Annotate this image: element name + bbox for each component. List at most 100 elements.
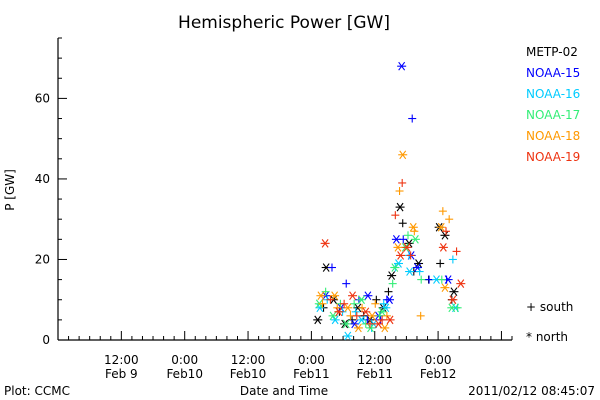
south-point-plus	[452, 247, 461, 256]
south-point-plus	[321, 287, 330, 296]
x-tick-label-date: Feb10	[230, 367, 267, 381]
north-point-star	[449, 287, 459, 297]
series-legend: METP-02 NOAA-15 NOAA-16 NOAA-17 NOAA-18 NOAA-…	[526, 45, 580, 164]
y-axis: 0 20 40 60	[35, 37, 67, 347]
north-point-star	[390, 263, 400, 272]
north-point-star	[363, 291, 373, 301]
south-point-plus	[388, 279, 397, 288]
north-point-star	[440, 283, 450, 292]
x-tick-label-time: 12:00	[231, 353, 266, 367]
north-point-star	[410, 235, 420, 244]
south-point-plus	[415, 267, 424, 276]
north-point-star	[330, 315, 340, 325]
north-point-star	[366, 323, 376, 333]
south-point-plus	[378, 315, 387, 324]
north-point-star	[440, 230, 450, 240]
south-point-plus	[382, 311, 391, 320]
south-point-plus	[350, 299, 359, 308]
chart-title: Hemispheric Power [GW]	[178, 13, 390, 33]
north-point-star	[357, 295, 367, 305]
south-point-plus	[379, 299, 388, 308]
legend-entry-noaa-18: NOAA-18	[526, 129, 580, 143]
south-point-plus	[372, 295, 381, 304]
north-point-star	[385, 315, 395, 325]
north-point-star	[397, 61, 407, 71]
y-tick-label: 0	[42, 333, 50, 347]
north-point-star	[320, 239, 330, 248]
x-tick-label-time: 12:00	[357, 353, 392, 367]
y-axis-label: P [GW]	[3, 169, 17, 211]
south-point-plus	[359, 311, 368, 320]
north-point-star	[357, 315, 367, 325]
south-point-plus	[352, 311, 361, 320]
north-point-star	[341, 319, 351, 329]
footer-timestamp: 2011/02/12 08:45:07	[468, 384, 595, 398]
south-point-plus	[436, 259, 445, 268]
plot-frame	[57, 38, 512, 341]
legend-entry-noaa-15: NOAA-15	[526, 66, 580, 80]
south-point-plus	[425, 275, 434, 284]
south-point-plus	[371, 299, 380, 308]
x-axis-label: Date and Time	[240, 384, 328, 398]
south-point-plus	[448, 255, 457, 264]
south-point-plus	[365, 319, 374, 328]
marker-legend-north: * north	[526, 330, 568, 344]
marker-legend-south: + south	[526, 300, 573, 314]
south-point-plus	[398, 178, 407, 187]
south-point-plus	[404, 231, 413, 240]
south-point-plus	[445, 215, 454, 224]
x-tick-label-time: 0:00	[171, 353, 198, 367]
north-point-star	[377, 307, 387, 317]
north-point-star	[353, 323, 363, 333]
data-points	[313, 61, 466, 341]
north-point-star	[456, 279, 466, 288]
south-point-plus	[408, 114, 417, 123]
x-tick-label-time: 0:00	[298, 353, 325, 367]
north-point-star	[398, 150, 408, 160]
south-point-plus	[391, 211, 400, 220]
x-tick-label-date: Feb12	[420, 367, 457, 381]
north-point-star	[438, 243, 448, 252]
north-point-star	[334, 307, 344, 317]
north-point-star	[436, 222, 446, 232]
north-point-star	[316, 291, 326, 301]
north-point-star	[313, 315, 323, 325]
x-tick-label-time: 12:00	[104, 353, 139, 367]
south-point-plus	[442, 227, 451, 236]
legend-entry-noaa-17: NOAA-17	[526, 108, 580, 122]
north-point-star	[448, 295, 458, 305]
x-tick-label-date: Feb 9	[105, 367, 138, 381]
south-point-plus	[327, 263, 336, 272]
south-point-plus	[326, 295, 335, 304]
north-point-star	[367, 311, 377, 321]
north-point-star	[447, 303, 457, 313]
legend-entry-noaa-16: NOAA-16	[526, 87, 580, 101]
north-point-star	[393, 243, 403, 252]
north-point-star	[343, 303, 353, 313]
x-tick-label-date: Feb10	[166, 367, 203, 381]
x-tick-label-date: Feb11	[293, 367, 330, 381]
north-point-star	[385, 295, 395, 305]
north-point-star	[348, 291, 358, 301]
south-point-plus	[340, 299, 349, 308]
y-tick-label: 40	[35, 172, 50, 186]
marker-legend: + south * north	[526, 300, 573, 344]
south-point-plus	[416, 311, 425, 320]
north-point-star	[391, 235, 401, 244]
south-point-plus	[406, 251, 415, 260]
south-point-plus	[438, 207, 447, 216]
x-tick-label-date: Feb11	[356, 367, 393, 381]
north-point-star	[387, 271, 397, 280]
x-tick-label-time: 0:00	[425, 353, 452, 367]
north-point-star	[380, 323, 390, 333]
south-point-plus	[398, 219, 407, 228]
north-point-star	[330, 291, 340, 301]
south-point-plus	[417, 275, 426, 284]
y-tick-label: 60	[35, 91, 50, 105]
north-point-star	[361, 307, 371, 317]
y-tick-label: 20	[35, 252, 50, 266]
north-point-star	[343, 331, 353, 341]
